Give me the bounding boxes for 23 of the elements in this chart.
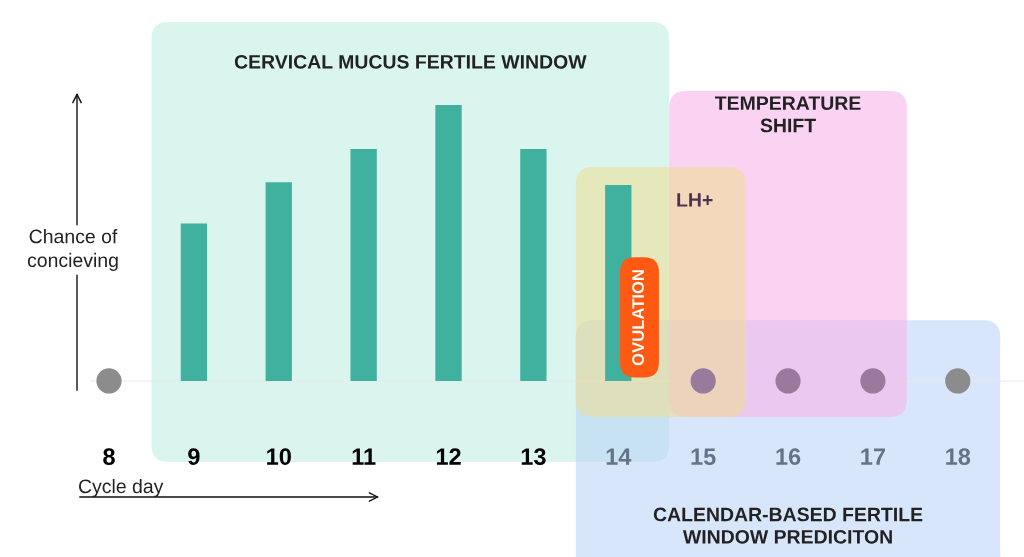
bar (435, 104, 462, 381)
x-tick-label: 14 (606, 448, 632, 465)
bar (350, 149, 377, 381)
band-label: TEMPERATURE SHIFT (714, 96, 861, 133)
x-tick-label: 15 (691, 448, 716, 465)
band-label: CALENDAR-BASED FERTILE WINDOW PREDICITON (653, 507, 923, 544)
x-tick-label: 13 (521, 448, 546, 466)
x-tick-label: 17 (861, 448, 886, 465)
x-tick-label: 11 (352, 448, 376, 465)
bar (520, 149, 547, 381)
band-label: LH+ (677, 193, 713, 207)
x-tick-label: 16 (776, 448, 801, 465)
x-tick-label: 8 (103, 448, 115, 465)
x-tick-label: 10 (267, 448, 291, 465)
band-label: CERVICAL MUCUS FERTILE WINDOW (234, 54, 587, 69)
annotation: OVULATION (632, 270, 644, 366)
x-tick-label: 9 (188, 448, 200, 465)
x-tick-label: 18 (946, 448, 971, 465)
bar (265, 182, 292, 381)
x-tick-label: 12 (436, 448, 461, 465)
bar (180, 223, 208, 381)
y-axis-title: Chance of concieving (27, 229, 118, 271)
x-axis-title: Cycle day (78, 478, 164, 498)
